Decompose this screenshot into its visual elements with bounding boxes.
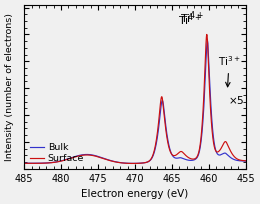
Surface xyxy=(96,156,100,158)
Y-axis label: Intensity (number of electrons): Intensity (number of electrons) xyxy=(5,13,14,161)
Legend: Bulk, Surface: Bulk, Surface xyxy=(29,142,85,164)
X-axis label: Electron energy (eV): Electron energy (eV) xyxy=(81,189,188,199)
Line: Surface: Surface xyxy=(17,34,250,163)
Surface xyxy=(159,101,162,104)
Bulk xyxy=(96,155,100,158)
Surface xyxy=(15,162,18,164)
Surface xyxy=(248,160,251,162)
Text: Ti$^{4+}$: Ti$^{4+}$ xyxy=(180,10,204,26)
Bulk xyxy=(15,162,18,164)
Surface xyxy=(131,162,134,165)
Line: Bulk: Bulk xyxy=(17,41,250,163)
Bulk xyxy=(248,160,251,162)
Bulk xyxy=(159,110,162,112)
Bulk xyxy=(206,40,209,43)
Bulk xyxy=(132,162,135,165)
Surface xyxy=(108,159,111,162)
Surface xyxy=(56,161,60,163)
Bulk xyxy=(108,159,111,162)
Bulk xyxy=(56,160,60,163)
Surface xyxy=(206,36,209,38)
Text: Ti$^{3+}$: Ti$^{3+}$ xyxy=(218,54,241,87)
Surface xyxy=(74,155,77,158)
Bulk xyxy=(74,155,77,157)
Surface xyxy=(205,33,208,36)
Text: Ti$^{4+}$: Ti$^{4+}$ xyxy=(178,11,203,28)
Bulk xyxy=(206,40,209,42)
Text: $\times$5: $\times$5 xyxy=(228,94,244,106)
